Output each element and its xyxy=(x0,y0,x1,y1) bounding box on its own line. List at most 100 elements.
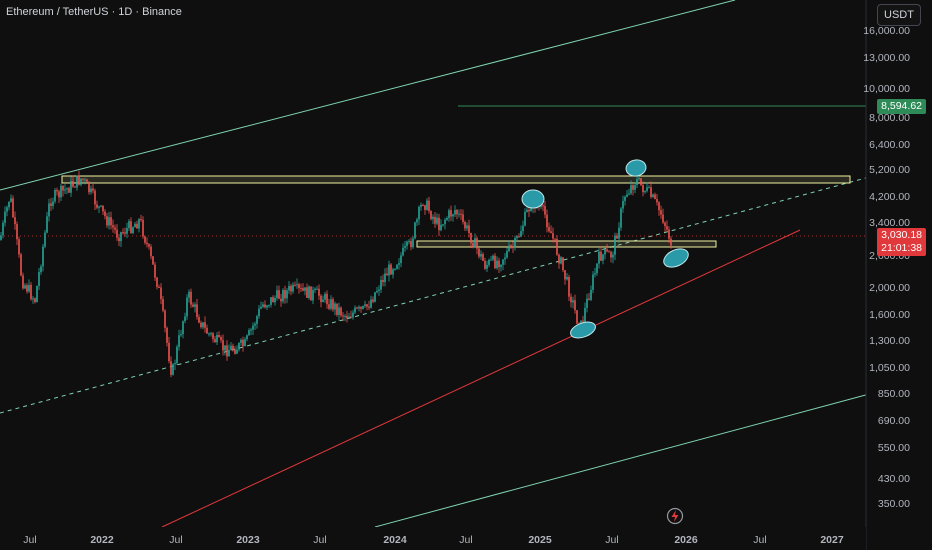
candle-body xyxy=(604,249,606,255)
price-tick-label: 5,200.00 xyxy=(869,164,910,176)
time-tick-label: Jul xyxy=(605,534,618,546)
price-tick-label: 350.00 xyxy=(878,498,910,510)
candle-body xyxy=(26,285,28,292)
candle-body xyxy=(374,292,376,302)
candle-body xyxy=(398,263,400,265)
highlight-current xyxy=(663,248,689,268)
candle-body xyxy=(494,255,496,269)
time-axis-bg xyxy=(0,527,866,550)
candle-body xyxy=(216,335,218,343)
candle-body xyxy=(402,247,404,256)
candle-body xyxy=(142,219,144,237)
candle-body xyxy=(382,279,384,283)
candle-body xyxy=(626,194,628,197)
candle-body xyxy=(420,204,422,207)
candle-body xyxy=(272,297,274,303)
candle-body xyxy=(42,246,44,267)
candle-body xyxy=(154,264,156,278)
candle-body xyxy=(450,210,452,217)
candle-body xyxy=(508,245,510,251)
bolt-circle-icon[interactable] xyxy=(666,507,684,525)
candle-body xyxy=(120,232,122,242)
candle-body xyxy=(148,244,150,247)
candle-body xyxy=(68,188,70,193)
candle-body xyxy=(522,225,524,232)
candle-body xyxy=(484,260,486,269)
candle-body xyxy=(414,222,416,239)
candle-body xyxy=(356,307,358,309)
candle-body xyxy=(238,342,240,350)
price-tick-label: 16,000.00 xyxy=(863,25,910,37)
candle-body xyxy=(14,217,16,225)
candle-body xyxy=(584,307,586,322)
candle-body xyxy=(406,241,408,246)
candle-body xyxy=(550,231,552,234)
candle-body xyxy=(566,276,568,280)
candle-body xyxy=(636,179,638,186)
candle-body xyxy=(94,190,96,205)
candle-body xyxy=(186,297,188,317)
candle-body xyxy=(278,290,280,299)
candle-body xyxy=(332,299,334,310)
candle-body xyxy=(660,210,662,215)
candle-body xyxy=(464,221,466,229)
candle-body xyxy=(194,304,196,307)
candle-body xyxy=(442,224,444,226)
candle-body xyxy=(434,216,436,224)
candle-body xyxy=(614,235,616,255)
candle-body xyxy=(200,322,202,328)
candle-body xyxy=(214,338,216,343)
candle-body xyxy=(18,239,20,255)
candle-body xyxy=(540,205,542,208)
candle-body xyxy=(436,217,438,224)
candle-body xyxy=(112,225,114,228)
candle-body xyxy=(24,285,26,289)
candle-body xyxy=(256,316,258,324)
candle-body xyxy=(40,266,42,273)
candle-body xyxy=(364,304,366,306)
candle-body xyxy=(312,290,314,301)
candle-body xyxy=(404,245,406,248)
candle-body xyxy=(280,298,282,302)
candle-body xyxy=(528,209,530,212)
candle-body xyxy=(224,345,226,351)
candle-body xyxy=(128,221,130,229)
candle-body xyxy=(174,363,176,365)
candle-body xyxy=(60,185,62,198)
candle-body xyxy=(210,333,212,335)
candle-body xyxy=(300,287,302,289)
candle-body xyxy=(212,333,214,339)
candle-body xyxy=(202,322,204,328)
candle-body xyxy=(168,342,170,362)
candle-body xyxy=(574,300,576,311)
symbol-title[interactable]: Ethereum / TetherUS · 1D · Binance xyxy=(6,6,182,18)
candle-body xyxy=(378,289,380,291)
candle-body xyxy=(240,339,242,343)
candle-body xyxy=(36,285,38,303)
candle-body xyxy=(418,206,420,220)
candle-body xyxy=(20,254,22,276)
candle-body xyxy=(66,188,68,190)
time-tick-label: Jul xyxy=(753,534,766,546)
candle-body xyxy=(486,264,488,269)
candle-body xyxy=(82,178,84,180)
candle-body xyxy=(412,238,414,248)
candle-body xyxy=(610,252,612,258)
price-tick-label: 1,600.00 xyxy=(869,309,910,321)
candle-body xyxy=(546,214,548,228)
price-tick-label: 4,200.00 xyxy=(869,191,910,203)
candle-body xyxy=(326,293,328,305)
candle-body xyxy=(444,219,446,225)
candle-body xyxy=(640,178,642,186)
candle-body xyxy=(350,316,352,318)
candle-body xyxy=(190,291,192,305)
candle-body xyxy=(322,299,324,303)
price-tick-label: 550.00 xyxy=(878,442,910,454)
currency-button[interactable]: USDT xyxy=(877,4,921,26)
candle-body xyxy=(440,224,442,231)
current-price-label: 3,030.18 21:01:38 xyxy=(877,228,926,256)
candle-body xyxy=(96,204,98,208)
candle-body xyxy=(262,304,264,307)
candle-body xyxy=(570,296,572,303)
